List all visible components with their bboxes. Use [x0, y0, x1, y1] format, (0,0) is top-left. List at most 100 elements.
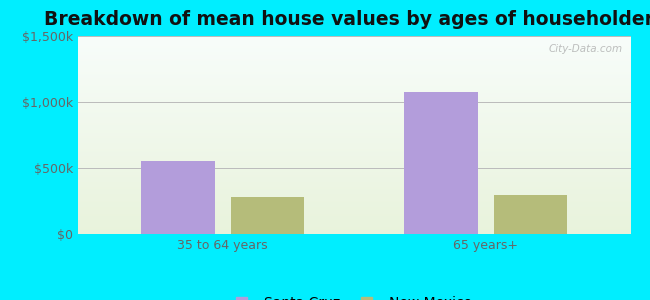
Bar — [78, 139, 630, 140]
Bar — [78, 37, 630, 38]
Bar — [78, 107, 630, 108]
Bar — [78, 116, 630, 117]
Bar — [78, 212, 630, 213]
Bar — [78, 140, 630, 141]
Bar — [78, 228, 630, 229]
Bar — [78, 163, 630, 164]
Bar — [78, 85, 630, 86]
Bar — [78, 85, 630, 86]
Bar — [78, 117, 630, 118]
Bar — [78, 56, 630, 57]
Bar — [78, 102, 630, 103]
Bar — [78, 128, 630, 129]
Bar — [231, 197, 304, 234]
Bar — [78, 126, 630, 127]
Bar — [78, 164, 630, 165]
Bar — [78, 205, 630, 206]
Bar — [78, 45, 630, 46]
Bar — [78, 39, 630, 40]
Bar — [78, 199, 630, 200]
Bar — [78, 138, 630, 139]
Bar — [78, 233, 630, 234]
Bar — [78, 72, 630, 73]
Bar — [78, 213, 630, 214]
Bar — [78, 223, 630, 224]
Bar — [78, 48, 630, 49]
Bar — [78, 73, 630, 74]
Bar — [78, 98, 630, 99]
Bar — [78, 229, 630, 230]
Bar — [78, 198, 630, 199]
Bar — [78, 59, 630, 60]
Bar — [78, 104, 630, 105]
Bar — [78, 161, 630, 162]
Bar — [78, 90, 630, 92]
Bar — [78, 210, 630, 211]
Bar — [78, 121, 630, 122]
Bar — [78, 36, 630, 37]
Bar — [78, 192, 630, 194]
Bar — [78, 167, 630, 168]
Legend: Santa Cruz, New Mexico: Santa Cruz, New Mexico — [237, 296, 472, 300]
Bar — [78, 179, 630, 181]
Bar — [78, 191, 630, 192]
Bar — [78, 50, 630, 51]
Bar — [78, 100, 630, 101]
Bar — [78, 214, 630, 215]
Bar — [78, 68, 630, 69]
Bar — [78, 130, 630, 131]
Bar — [78, 174, 630, 175]
Bar — [78, 124, 630, 125]
Bar — [78, 218, 630, 219]
Bar — [78, 215, 630, 216]
Bar — [78, 74, 630, 75]
Bar — [78, 152, 630, 153]
Bar — [404, 92, 478, 234]
Bar — [78, 137, 630, 138]
Bar — [78, 201, 630, 202]
Bar — [78, 99, 630, 100]
Bar — [78, 46, 630, 47]
Bar — [78, 111, 630, 112]
Bar — [78, 52, 630, 53]
Bar — [78, 63, 630, 64]
Bar — [78, 153, 630, 154]
Bar — [78, 65, 630, 66]
Bar — [78, 101, 630, 102]
Bar — [78, 122, 630, 123]
Bar — [78, 120, 630, 121]
Bar — [78, 232, 630, 233]
Bar — [78, 103, 630, 104]
Bar — [78, 131, 630, 132]
Bar — [78, 147, 630, 148]
Title: Breakdown of mean house values by ages of householders: Breakdown of mean house values by ages o… — [44, 10, 650, 29]
Bar — [78, 176, 630, 177]
Bar — [78, 231, 630, 232]
Bar — [78, 149, 630, 150]
Bar — [78, 109, 630, 110]
Bar — [78, 69, 630, 70]
Bar — [78, 115, 630, 116]
Bar — [78, 177, 630, 178]
Bar — [78, 66, 630, 67]
Bar — [78, 169, 630, 170]
Bar — [78, 195, 630, 196]
Bar — [78, 89, 630, 90]
Bar — [78, 61, 630, 62]
Bar — [78, 132, 630, 133]
Bar — [78, 82, 630, 83]
Bar — [78, 226, 630, 227]
Bar — [78, 194, 630, 195]
Bar — [78, 79, 630, 80]
Bar — [141, 161, 215, 234]
Bar — [78, 44, 630, 45]
Bar — [78, 105, 630, 106]
Bar — [78, 75, 630, 76]
Bar — [78, 200, 630, 201]
Bar — [78, 185, 630, 187]
Bar — [78, 112, 630, 113]
Bar — [78, 114, 630, 115]
Text: City-Data.com: City-Data.com — [548, 44, 622, 54]
Bar — [78, 94, 630, 95]
Bar — [78, 207, 630, 208]
